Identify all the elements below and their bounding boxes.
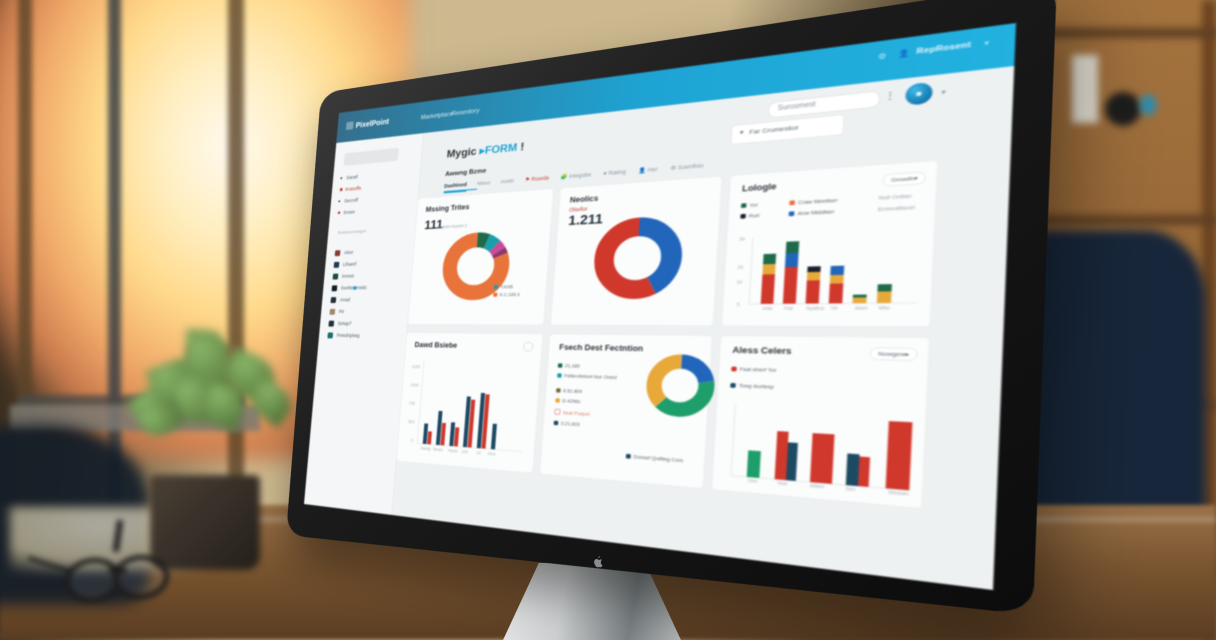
svg-text:Yarad: Yarad xyxy=(448,448,458,454)
svg-text:Dee: Dee xyxy=(748,477,758,484)
svg-text:Beanr: Beanr xyxy=(433,447,443,453)
svg-text:Drre: Drre xyxy=(488,451,496,457)
svg-text:Syalina: Syalina xyxy=(806,305,825,311)
svg-text:1250: 1250 xyxy=(412,364,421,369)
svg-text:14d: 14d xyxy=(461,449,468,455)
svg-text:39: 39 xyxy=(739,236,746,242)
svg-text:Intte: Intte xyxy=(763,305,774,311)
svg-text:500: 500 xyxy=(408,419,415,425)
svg-text:25: 25 xyxy=(737,264,744,270)
svg-text:750: 750 xyxy=(408,401,415,406)
svg-text:0: 0 xyxy=(411,438,414,443)
svg-text:5: 5 xyxy=(737,302,741,308)
svg-text:Wewwn: Wewwn xyxy=(888,489,910,496)
svg-text:Flar: Flar xyxy=(784,305,793,311)
svg-text:Trli: Trli xyxy=(830,305,838,311)
svg-text:10: 10 xyxy=(736,279,743,285)
svg-text:Wfw: Wfw xyxy=(878,305,891,312)
svg-text:Alum: Alum xyxy=(855,305,869,311)
svg-text:14: 14 xyxy=(476,450,481,456)
svg-text:1000: 1000 xyxy=(410,382,419,387)
svg-text:Allfwn: Allfwn xyxy=(810,482,826,490)
svg-text:Jearay: Jearay xyxy=(420,446,432,452)
svg-text:Sey: Sey xyxy=(845,485,856,492)
svg-text:Yaar: Yaar xyxy=(777,480,788,487)
